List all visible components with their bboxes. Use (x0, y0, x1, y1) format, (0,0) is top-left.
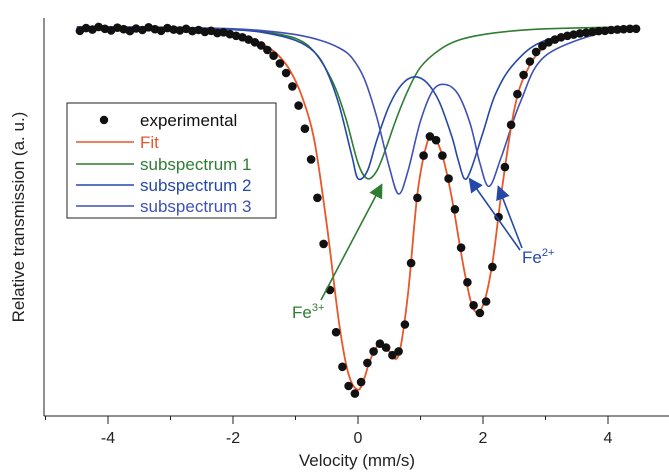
annotations: Fe3+ Fe2+ (292, 177, 554, 322)
experimental-point (381, 343, 391, 352)
experimental-point (281, 68, 291, 78)
experimental-point (506, 120, 516, 130)
experimental-point (344, 381, 353, 391)
experimental-point (419, 151, 428, 160)
experimental-point (338, 362, 347, 372)
legend-box (66, 102, 277, 219)
experimental-point (300, 124, 310, 133)
experimental-point (306, 155, 316, 164)
fe3-arrow (320, 183, 383, 301)
experimental-points (75, 22, 641, 398)
legend-marker-experimental (99, 115, 109, 125)
experimental-point (425, 132, 435, 141)
x-axis-ticks: -4 -2 0 2 4 (45, 416, 613, 447)
experimental-point (294, 101, 303, 110)
legend-label-experimental: experimental (140, 111, 237, 130)
legend-label-subspectrum-2: subspectrum 2 (140, 176, 252, 195)
experimental-point (256, 41, 266, 50)
experimental-point (394, 347, 403, 356)
experimental-point (475, 308, 485, 318)
experimental-point (406, 258, 416, 268)
annotation-fe3-label: Fe3+ (292, 302, 324, 322)
experimental-point (625, 24, 635, 34)
experimental-point (519, 70, 528, 80)
experimental-point (313, 193, 322, 203)
annotation-fe2-label: Fe2+ (522, 247, 554, 267)
experimental-point (275, 59, 285, 68)
experimental-point (456, 243, 466, 252)
x-tick-label: 0 (354, 430, 363, 447)
experimental-point (494, 212, 503, 222)
x-tick-label: 4 (604, 430, 613, 447)
experimental-point (575, 29, 585, 38)
experimental-point (350, 389, 360, 398)
experimental-point (413, 193, 422, 203)
fe2-arrow-2 (496, 185, 523, 249)
experimental-point (525, 57, 535, 66)
experimental-point (450, 205, 460, 214)
x-axis-label: Velocity (mm/s) (299, 451, 415, 470)
experimental-point (619, 24, 628, 34)
experimental-point (331, 327, 341, 337)
experimental-point (388, 350, 397, 360)
series-line-subspectrum-1 (76, 26, 640, 180)
experimental-point (538, 41, 547, 51)
experimental-point (469, 301, 478, 310)
experimental-point (363, 358, 372, 368)
legend-label-fit: Fit (140, 133, 159, 152)
experimental-point (513, 89, 522, 99)
plot-frame (43, 18, 669, 417)
experimental-point (319, 239, 328, 249)
experimental-point (431, 135, 441, 145)
experimental-point (369, 347, 378, 356)
experimental-point (481, 297, 491, 306)
experimental-point (444, 174, 453, 183)
experimental-point (531, 47, 541, 57)
series-line-subspectrum-2 (76, 26, 640, 181)
x-tick-label: -2 (226, 430, 240, 447)
experimental-point (269, 51, 278, 60)
experimental-point (356, 377, 366, 387)
legend-label-subspectrum-3: subspectrum 3 (140, 197, 252, 216)
experimental-point (613, 25, 622, 34)
experimental-point (631, 24, 641, 34)
fe2-arrow-1 (468, 177, 521, 251)
experimental-point (438, 151, 447, 160)
experimental-point (400, 320, 410, 329)
experimental-point (169, 25, 178, 34)
experimental-point (581, 28, 591, 37)
experimental-point (500, 162, 510, 172)
legend: experimental Fit subspectrum 1 subspectr… (66, 102, 277, 219)
legend-label-subspectrum-1: subspectrum 1 (140, 155, 252, 174)
experimental-point (606, 25, 616, 35)
x-tick-label: -4 (101, 430, 115, 447)
x-tick-label: 2 (479, 430, 488, 447)
experimental-point (463, 278, 472, 287)
experimental-point (375, 339, 385, 349)
experimental-point (263, 45, 272, 55)
experimental-point (488, 262, 497, 272)
experimental-point (594, 26, 603, 36)
series-line-subspectrum-3 (76, 26, 640, 195)
y-axis-label: Relative transmission (a. u.) (9, 112, 28, 323)
experimental-point (288, 82, 297, 91)
